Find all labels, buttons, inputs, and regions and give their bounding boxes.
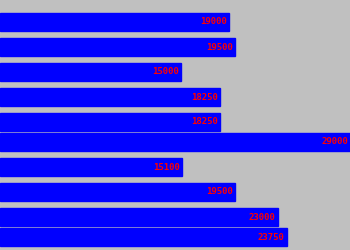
Bar: [0, 158, 182, 176]
Bar: [0, 208, 278, 226]
Text: 15000: 15000: [152, 68, 179, 76]
Text: 23750: 23750: [258, 232, 285, 241]
Text: 18250: 18250: [191, 118, 218, 126]
Bar: [0, 88, 220, 106]
Bar: [0, 228, 287, 246]
Text: 15100: 15100: [153, 162, 180, 172]
Bar: [0, 113, 220, 131]
Bar: [0, 13, 229, 31]
Text: 29000: 29000: [321, 138, 348, 146]
Text: 18250: 18250: [191, 92, 218, 102]
Bar: [0, 38, 235, 56]
Bar: [0, 63, 181, 81]
Bar: [0, 183, 235, 201]
Text: 19000: 19000: [201, 18, 227, 26]
Text: 19500: 19500: [206, 42, 233, 51]
Bar: [0, 133, 350, 151]
Text: 19500: 19500: [206, 188, 233, 196]
Text: 23000: 23000: [249, 212, 275, 222]
